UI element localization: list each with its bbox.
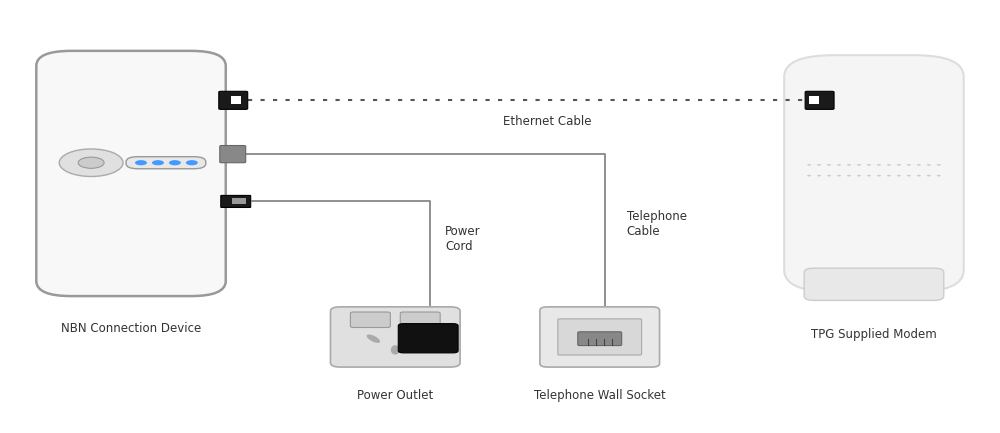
Circle shape — [857, 175, 861, 177]
Circle shape — [847, 175, 851, 177]
FancyBboxPatch shape — [805, 91, 834, 110]
Circle shape — [937, 164, 941, 166]
Text: Ethernet Cable: Ethernet Cable — [503, 116, 592, 129]
Circle shape — [847, 164, 851, 166]
Circle shape — [807, 164, 811, 166]
Circle shape — [877, 175, 881, 177]
FancyBboxPatch shape — [220, 145, 246, 163]
Circle shape — [807, 175, 811, 177]
Circle shape — [927, 175, 931, 177]
Bar — [232, 198, 246, 204]
Text: Power
Cord: Power Cord — [445, 225, 481, 253]
FancyBboxPatch shape — [350, 312, 390, 327]
FancyBboxPatch shape — [221, 195, 251, 207]
Circle shape — [78, 157, 104, 168]
Text: Telephone Wall Socket: Telephone Wall Socket — [534, 388, 666, 401]
FancyBboxPatch shape — [398, 323, 458, 353]
Circle shape — [877, 164, 881, 166]
FancyBboxPatch shape — [219, 91, 248, 110]
Bar — [231, 97, 241, 104]
Circle shape — [907, 175, 911, 177]
Bar — [809, 97, 819, 104]
FancyBboxPatch shape — [540, 307, 660, 367]
Circle shape — [917, 175, 921, 177]
Circle shape — [867, 164, 871, 166]
Circle shape — [186, 160, 198, 165]
Circle shape — [817, 175, 821, 177]
Circle shape — [937, 175, 941, 177]
Text: Power Outlet: Power Outlet — [357, 388, 433, 401]
Circle shape — [857, 164, 861, 166]
Text: NBN Connection Device: NBN Connection Device — [61, 322, 201, 335]
Circle shape — [887, 175, 891, 177]
FancyBboxPatch shape — [36, 51, 226, 296]
FancyBboxPatch shape — [784, 55, 964, 292]
FancyBboxPatch shape — [578, 332, 622, 346]
Circle shape — [917, 164, 921, 166]
Text: TPG Supplied Modem: TPG Supplied Modem — [811, 328, 937, 341]
Ellipse shape — [391, 345, 400, 355]
Text: Telephone
Cable: Telephone Cable — [627, 210, 687, 238]
Circle shape — [897, 164, 901, 166]
Circle shape — [827, 164, 831, 166]
Circle shape — [907, 164, 911, 166]
Circle shape — [887, 164, 891, 166]
FancyBboxPatch shape — [126, 157, 206, 169]
FancyBboxPatch shape — [400, 312, 440, 327]
Circle shape — [135, 160, 147, 165]
Circle shape — [837, 175, 841, 177]
FancyBboxPatch shape — [804, 268, 944, 301]
Ellipse shape — [367, 334, 380, 343]
Circle shape — [152, 160, 164, 165]
Circle shape — [827, 175, 831, 177]
Circle shape — [837, 164, 841, 166]
FancyBboxPatch shape — [330, 307, 460, 367]
FancyBboxPatch shape — [558, 319, 642, 355]
Circle shape — [867, 175, 871, 177]
Circle shape — [169, 160, 181, 165]
Circle shape — [59, 149, 123, 177]
Ellipse shape — [411, 334, 424, 343]
Circle shape — [817, 164, 821, 166]
Circle shape — [927, 164, 931, 166]
Circle shape — [897, 175, 901, 177]
